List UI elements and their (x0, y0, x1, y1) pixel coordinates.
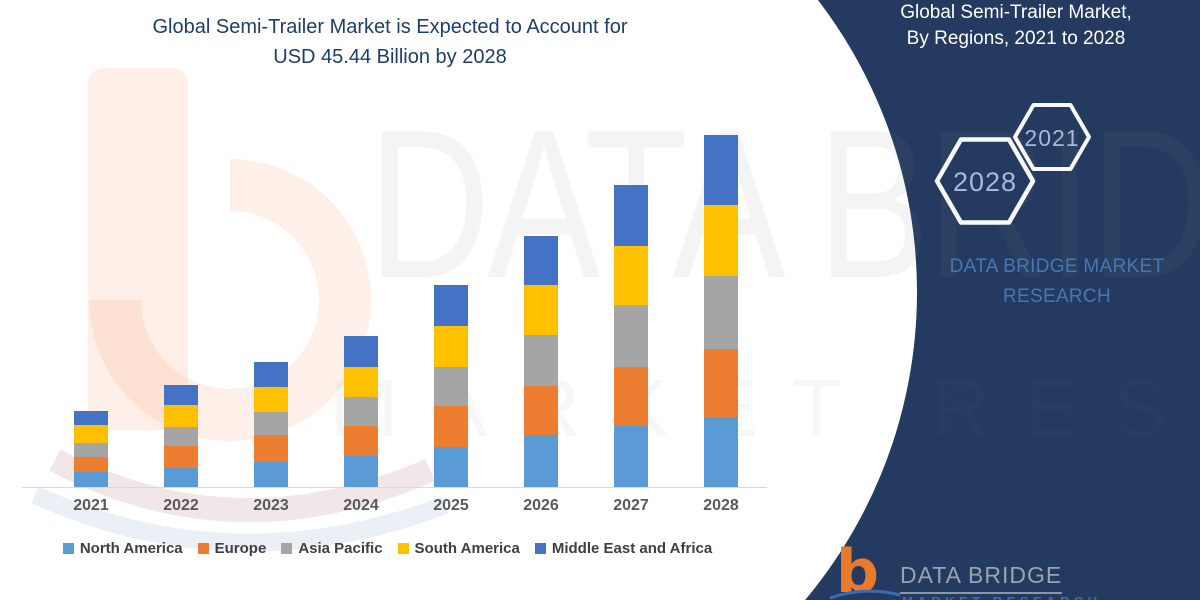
legend-item-europe: Europe (197, 540, 267, 557)
watermark-subtext: MARKET RESEARCH (330, 363, 1200, 454)
bar-segment-2022-south-america (164, 404, 198, 427)
bar-segment-2024-asia-pacific (344, 397, 378, 426)
plot-area: 2021 2022 2023 2024 2025 2026 2027 2028 (22, 135, 767, 514)
bar-segment-2025-middle-east-and-africa (434, 284, 468, 326)
legend-swatch-south-america (397, 543, 409, 554)
bar-2027 (614, 184, 648, 487)
page-title: Global Semi-Trailer Market is Expected t… (70, 12, 710, 72)
bar-segment-2021-middle-east-and-africa (74, 411, 108, 426)
bar-segment-2026-north-america (524, 435, 558, 487)
legend-label-europe: Europe (214, 540, 267, 557)
bar-segment-2021-south-america (74, 425, 108, 443)
x-tick-2022: 2022 (163, 497, 199, 514)
bar-segment-2021-europe (74, 456, 108, 472)
legend-item-north-america: North America (62, 540, 183, 557)
bar-segment-2022-europe (164, 445, 198, 468)
bar-segment-2025-north-america (434, 446, 468, 487)
panel-heading: Global Semi-Trailer Market, By Regions, … (858, 0, 1174, 52)
bar-2028 (704, 135, 738, 487)
x-tick-2023: 2023 (253, 497, 289, 514)
bar-segment-2025-europe (434, 405, 468, 447)
bar-2025 (434, 284, 468, 487)
brand-caption: DATA BRIDGE MARKET RESEARCH (949, 256, 1165, 307)
bar-segment-2027-middle-east-and-africa (614, 184, 648, 247)
bar-segment-2027-asia-pacific (614, 304, 648, 367)
x-tick-2026: 2026 (523, 497, 559, 514)
bar-segment-2021-north-america (74, 471, 108, 487)
footer-logo-swoosh-icon (829, 589, 901, 600)
bar-segment-2024-europe (344, 425, 378, 456)
bar-segment-2027-europe (614, 366, 648, 426)
footer-brand-name: DATA BRIDGE (900, 562, 1063, 594)
legend-label-south-america: South America (414, 540, 520, 557)
bar-2026 (524, 236, 558, 487)
x-tick-2027: 2027 (613, 497, 649, 514)
bar-segment-2023-europe (254, 435, 288, 463)
bar-segment-2026-south-america (524, 284, 558, 336)
legend-label-asia-pacific: Asia Pacific (298, 540, 383, 557)
bar-segment-2027-south-america (614, 246, 648, 305)
bar-segment-2022-asia-pacific (164, 426, 198, 446)
bar-segment-2024-north-america (344, 456, 378, 487)
legend-swatch-middle-east-and-africa (534, 543, 546, 554)
page-title-line2: USD 45.44 Billion by 2028 (273, 46, 507, 68)
bar-segment-2028-europe (704, 349, 738, 418)
legend-swatch-asia-pacific (281, 543, 293, 554)
bar-segment-2025-asia-pacific (434, 366, 468, 406)
footer-brand-subtitle: MARKET RESEARCH (902, 594, 1102, 600)
bar-segment-2028-north-america (704, 417, 738, 487)
bar-segment-2023-asia-pacific (254, 411, 288, 436)
page-title-line1: Global Semi-Trailer Market is Expected t… (152, 16, 628, 38)
x-axis-line (22, 487, 767, 488)
bar-segment-2022-middle-east-and-africa (164, 384, 198, 405)
bar-segment-2023-middle-east-and-africa (254, 362, 288, 388)
panel-heading-line1: Global Semi-Trailer Market, (900, 2, 1132, 23)
x-tick-2021: 2021 (73, 497, 109, 514)
legend-item-asia-pacific: Asia Pacific (281, 540, 383, 557)
bar-segment-2024-south-america (344, 366, 378, 398)
legend-item-middle-east-and-africa: Middle East and Africa (534, 540, 713, 557)
panel-heading-line2: By Regions, 2021 to 2028 (906, 28, 1126, 49)
legend-label-middle-east-and-africa: Middle East and Africa (551, 540, 713, 557)
x-tick-2028: 2028 (703, 497, 739, 514)
legend-label-north-america: North America (79, 540, 183, 557)
x-tick-2024: 2024 (343, 497, 379, 514)
legend: North America Europe Asia Pacific South Ame… (15, 540, 760, 557)
legend-swatch-north-america (62, 543, 74, 554)
bar-segment-2023-north-america (254, 462, 288, 487)
legend-swatch-europe (197, 543, 209, 554)
bar-segment-2026-europe (524, 386, 558, 436)
bar-2024 (344, 335, 378, 487)
bar-2023 (254, 362, 288, 487)
bar-segment-2027-north-america (614, 425, 648, 487)
bar-segment-2026-asia-pacific (524, 335, 558, 387)
bar-segment-2023-south-america (254, 387, 288, 412)
bar-2022 (164, 384, 198, 487)
bar-segment-2028-asia-pacific (704, 276, 738, 350)
bar-segment-2021-asia-pacific (74, 442, 108, 457)
bar-2021 (74, 411, 108, 487)
bar-segment-2028-middle-east-and-africa (704, 135, 738, 206)
bar-segment-2028-south-america (704, 205, 738, 277)
bar-segment-2022-north-america (164, 467, 198, 487)
x-tick-2025: 2025 (433, 497, 469, 514)
bar-segment-2026-middle-east-and-africa (524, 236, 558, 285)
legend-item-south-america: South America (397, 540, 520, 557)
bar-segment-2024-middle-east-and-africa (344, 335, 378, 367)
bar-segment-2025-south-america (434, 325, 468, 367)
